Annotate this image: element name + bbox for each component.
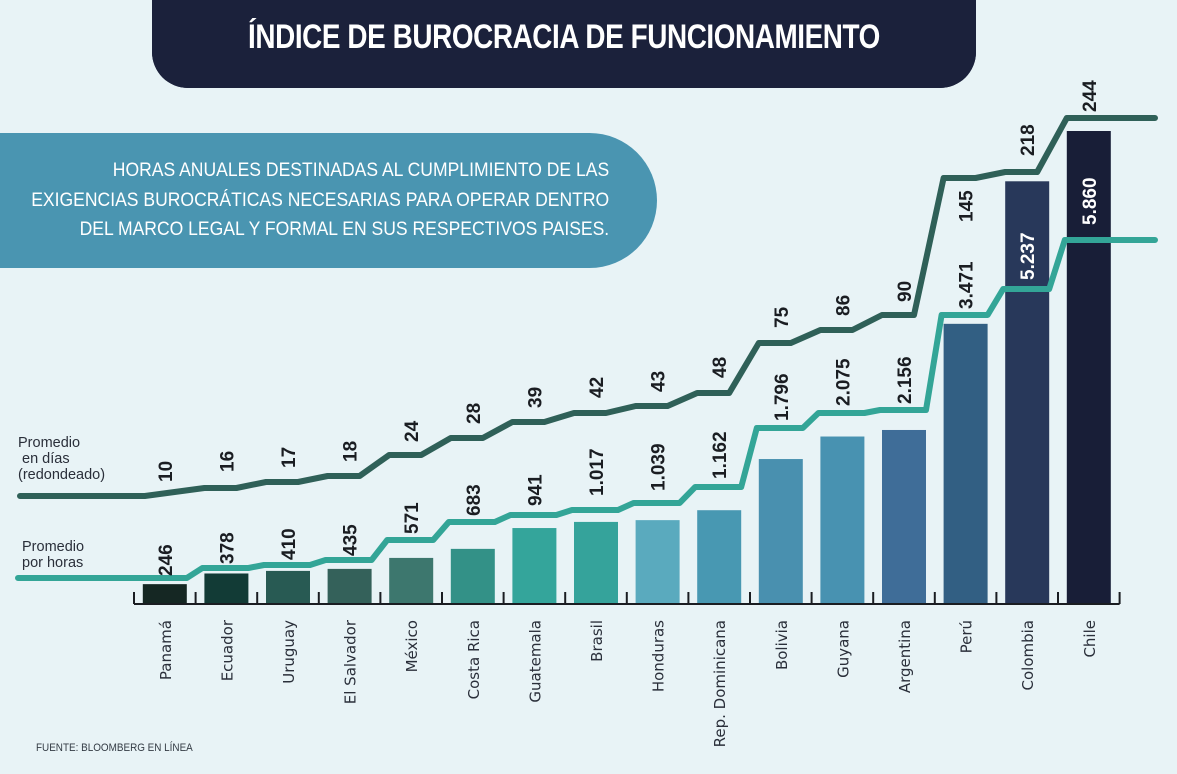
- title-banner: ÍNDICE DE BUROCRACIA DE FUNCIONAMIENTO: [152, 0, 976, 88]
- hours-value-label: 2.075: [833, 358, 854, 406]
- hours-value-label: 1.796: [772, 373, 793, 421]
- hours-value-label: 3.471: [957, 261, 978, 309]
- subtitle-line: HORAS ANUALES DESTINADAS AL CUMPLIMIENTO…: [112, 159, 609, 181]
- days-value-label: 18: [341, 441, 362, 462]
- days-value-label: 24: [402, 420, 423, 442]
- legend-days-line-1: Promedio: [18, 435, 81, 451]
- bar-6: [512, 528, 557, 604]
- days-value-label: 90: [895, 281, 916, 302]
- category-label: Chile: [1081, 620, 1099, 658]
- legend-days-line-3: (redondeado): [18, 467, 106, 483]
- hours-value-label: 571: [402, 502, 423, 534]
- hours-value-label: 246: [156, 544, 177, 576]
- chart-subtitle: HORAS ANUALES DESTINADAS AL CUMPLIMIENTO…: [31, 156, 609, 245]
- days-value-label: 86: [833, 295, 854, 316]
- days-value-label: 16: [217, 451, 238, 472]
- hours-value-label: 1.039: [649, 443, 670, 491]
- hours-value-label: 435: [341, 524, 362, 556]
- hours-value-label: 5.237: [1018, 232, 1039, 280]
- bar-13: [943, 323, 988, 604]
- days-line: [17, 115, 1158, 499]
- bar-11: [820, 436, 865, 604]
- legend-days-label: Promedio en días (redondeado): [18, 435, 105, 483]
- bar-4: [389, 557, 434, 604]
- category-label: Colombia: [1019, 620, 1037, 691]
- subtitle-line: EXIGENCIAS BUROCRÁTICAS NECESARIAS PARA …: [31, 188, 609, 211]
- hours-value-label: 1.017: [587, 448, 608, 496]
- hours-value-label: 683: [464, 484, 485, 516]
- category-label: Brasil: [588, 620, 606, 662]
- category-label: Costa Rica: [465, 620, 483, 699]
- category-label: México: [403, 620, 421, 672]
- bar-1: [204, 573, 249, 604]
- days-value-label: 75: [772, 306, 793, 328]
- legend-hours-label: Promedio por horas: [22, 539, 84, 571]
- days-value-label: 10: [156, 461, 177, 482]
- bar-15: [1066, 131, 1111, 604]
- hours-value-label: 2.156: [895, 356, 916, 404]
- days-value-label: 28: [464, 403, 485, 424]
- bar-9: [697, 510, 742, 604]
- hours-line: [15, 237, 1158, 581]
- category-label: Honduras: [650, 620, 668, 692]
- subtitle-banner: HORAS ANUALES DESTINADAS AL CUMPLIMIENTO…: [0, 133, 657, 268]
- days-value-label: 244: [1080, 80, 1101, 112]
- category-label: Ecuador: [218, 619, 236, 681]
- hours-value-label: 1.162: [710, 431, 731, 479]
- source-note: FUENTE: BLOOMBERG EN LÍNEA: [36, 742, 193, 754]
- days-value-label: 43: [649, 371, 670, 392]
- days-value-label: 17: [279, 447, 300, 468]
- bar-2: [266, 570, 310, 604]
- bar-7: [574, 521, 618, 604]
- subtitle-line: DEL MARCO LEGAL Y FORMAL EN SUS RESPECTI…: [79, 218, 610, 240]
- chart-title: ÍNDICE DE BUROCRACIA DE FUNCIONAMIENTO: [248, 18, 880, 56]
- category-label: Uruguay: [280, 620, 298, 684]
- days-value-label: 145: [957, 190, 978, 222]
- category-label: Bolivia: [773, 620, 791, 670]
- category-label: Rep. Dominicana: [711, 620, 729, 747]
- days-value-label: 42: [587, 377, 608, 398]
- bar-5: [450, 548, 495, 604]
- bar-3: [327, 568, 372, 604]
- category-label: El Salvador: [342, 619, 360, 704]
- bar-14: [1005, 181, 1050, 605]
- category-label: Guatemala: [526, 620, 544, 703]
- hours-value-label: 5.860: [1080, 177, 1101, 225]
- hours-value-label: 941: [525, 474, 546, 506]
- days-value-label: 218: [1018, 124, 1039, 156]
- legend-hours-line-2: por horas: [22, 555, 84, 571]
- bar-0: [142, 584, 187, 604]
- days-value-label: 39: [525, 387, 546, 408]
- legend-days-line-2: en días: [18, 451, 70, 467]
- category-label: Argentina: [896, 620, 914, 693]
- legend-hours-line-1: Promedio: [22, 539, 85, 555]
- bar-10: [758, 459, 803, 604]
- category-label: Perú: [958, 620, 976, 653]
- bar-8: [635, 520, 680, 604]
- days-value-label: 48: [710, 357, 731, 378]
- category-label: Panamá: [157, 620, 175, 680]
- hours-value-label: 410: [279, 528, 300, 560]
- hours-value-label: 378: [217, 532, 238, 564]
- category-label: Guyana: [834, 620, 852, 678]
- bar-12: [882, 429, 926, 604]
